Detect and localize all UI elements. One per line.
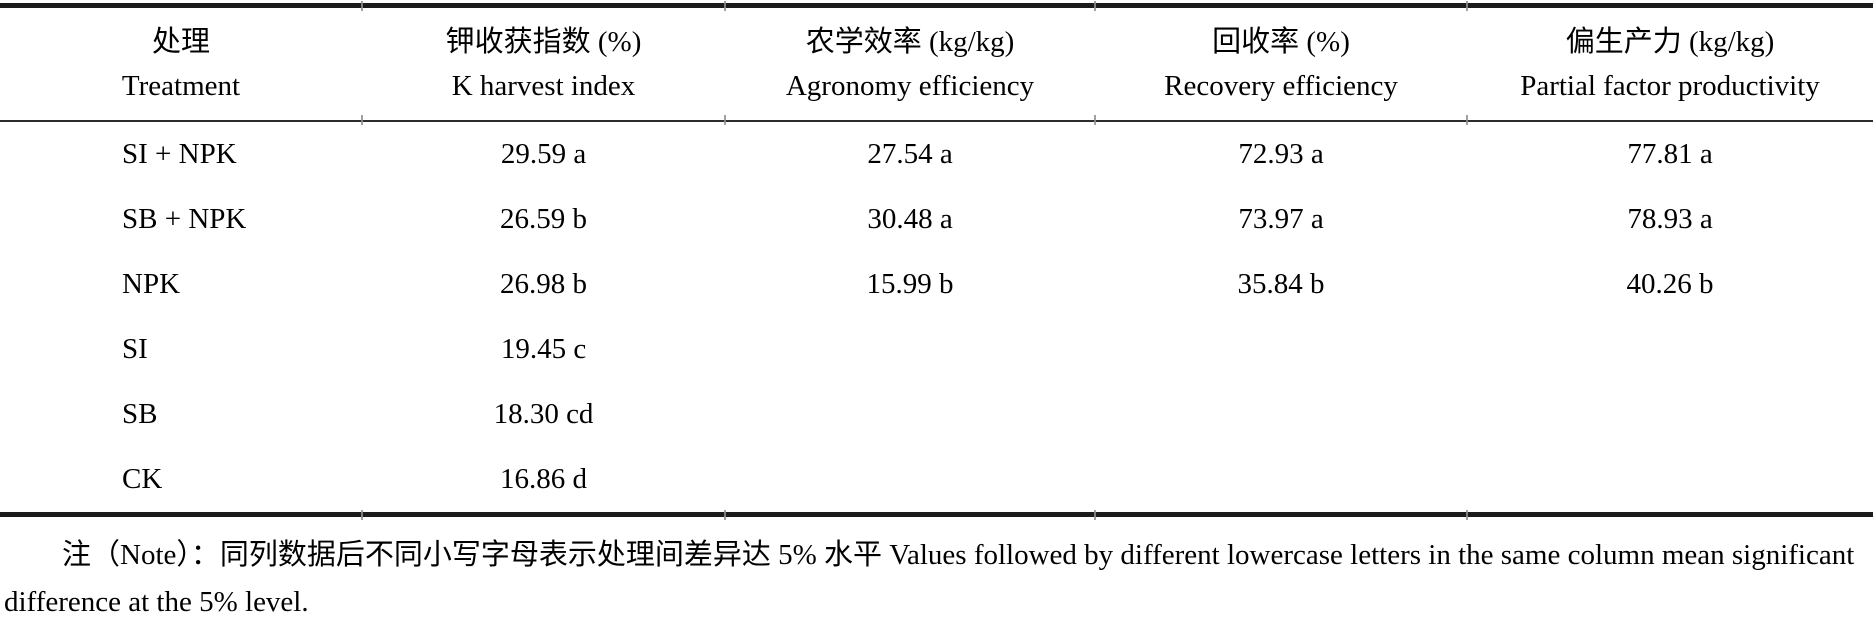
value-cell: 27.54 a (867, 138, 953, 170)
column-header-treatment-en: Treatment (121, 70, 241, 102)
column-boundary-tick (724, 115, 726, 125)
treatment-cell: SB + NPK (122, 203, 247, 235)
treatment-cell: SI (122, 333, 148, 365)
column-header-agronomy-efficiency-en: Agronomy efficiency (785, 70, 1035, 102)
value-cell: 26.98 b (500, 268, 587, 300)
table-note: 注（Note）：同列数据后不同小写字母表示处理间差异达 5% 水平 Values… (4, 539, 1855, 618)
value-cell: 15.99 b (866, 268, 954, 300)
treatment-cell: SB (122, 398, 158, 430)
value-cell: 29.59 a (500, 138, 587, 170)
column-header-k-harvest-index-en: K harvest index (451, 70, 636, 102)
table-row-npk: NPK 26.98 b 15.99 b 35.84 b 40.26 b (0, 252, 1873, 317)
column-header-treatment: 处理 Treatment (0, 8, 362, 122)
results-table-frame: 处理 Treatment 钾收获指数 (%) K harvest index 农… (0, 1, 1873, 520)
column-header-treatment-zh: 处理 (151, 26, 210, 58)
column-boundary-tick (361, 115, 363, 125)
value-cell (1467, 317, 1873, 382)
value-cell: 40.26 b (1626, 268, 1714, 300)
column-header-partial-factor-productivity-en: Partial factor productivity (1520, 70, 1820, 102)
value-cell (1467, 382, 1873, 447)
value-cell: 77.81 a (1627, 138, 1713, 170)
table-row-sb: SB 18.30 cd (0, 382, 1873, 447)
value-cell (725, 382, 1095, 447)
column-boundary-tick (1094, 1, 1096, 11)
column-boundary-tick (724, 1, 726, 11)
column-header-partial-factor-productivity: 偏生产力 (kg/kg) Partial factor productivity (1467, 8, 1873, 122)
value-cell (1095, 317, 1467, 382)
column-header-agronomy-efficiency-zh: 农学效率 (kg/kg) (805, 26, 1015, 58)
column-boundary-tick (1094, 115, 1096, 125)
header-row: 处理 Treatment 钾收获指数 (%) K harvest index 农… (0, 8, 1873, 122)
value-cell (1095, 447, 1467, 512)
table-row-sb-npk: SB + NPK 26.59 b 30.48 a 73.97 a 78.93 a (0, 187, 1873, 252)
column-header-k-harvest-index: 钾收获指数 (%) K harvest index (362, 8, 725, 122)
column-header-k-harvest-index-zh: 钾收获指数 (%) (445, 26, 642, 58)
value-cell: 73.97 a (1238, 203, 1324, 235)
column-boundary-tick (724, 510, 726, 520)
column-boundary-tick (1466, 115, 1468, 125)
treatment-cell: CK (122, 463, 163, 495)
column-boundary-tick (361, 1, 363, 11)
value-cell: 26.59 b (500, 203, 587, 235)
value-cell: 30.48 a (867, 203, 953, 235)
value-cell: 19.45 c (500, 333, 587, 365)
column-boundary-tick (1466, 510, 1468, 520)
value-cell (725, 447, 1095, 512)
treatment-cell: NPK (122, 268, 181, 300)
results-table: 处理 Treatment 钾收获指数 (%) K harvest index 农… (0, 8, 1873, 512)
value-cell (725, 317, 1095, 382)
value-cell: 35.84 b (1237, 268, 1325, 300)
column-header-recovery-efficiency-zh: 回收率 (%) (1212, 26, 1350, 58)
column-header-agronomy-efficiency: 农学效率 (kg/kg) Agronomy efficiency (725, 8, 1095, 122)
column-boundary-tick (1094, 510, 1096, 520)
table-row-si: SI 19.45 c (0, 317, 1873, 382)
treatment-cell: SI + NPK (122, 138, 237, 170)
table-row-si-npk: SI + NPK 29.59 a 27.54 a 72.93 a 77.81 a (0, 121, 1873, 187)
column-header-partial-factor-productivity-zh: 偏生产力 (kg/kg) (1565, 26, 1775, 58)
value-cell: 16.86 d (500, 463, 587, 495)
column-boundary-tick (1466, 1, 1468, 11)
column-header-recovery-efficiency: 回收率 (%) Recovery efficiency (1095, 8, 1467, 122)
value-cell: 78.93 a (1627, 203, 1713, 235)
table-row-ck: CK 16.86 d (0, 447, 1873, 512)
column-boundary-tick (361, 510, 363, 520)
value-cell (1467, 447, 1873, 512)
value-cell (1095, 382, 1467, 447)
value-cell: 72.93 a (1238, 138, 1324, 170)
value-cell: 18.30 cd (493, 398, 594, 430)
column-header-recovery-efficiency-en: Recovery efficiency (1164, 70, 1398, 102)
